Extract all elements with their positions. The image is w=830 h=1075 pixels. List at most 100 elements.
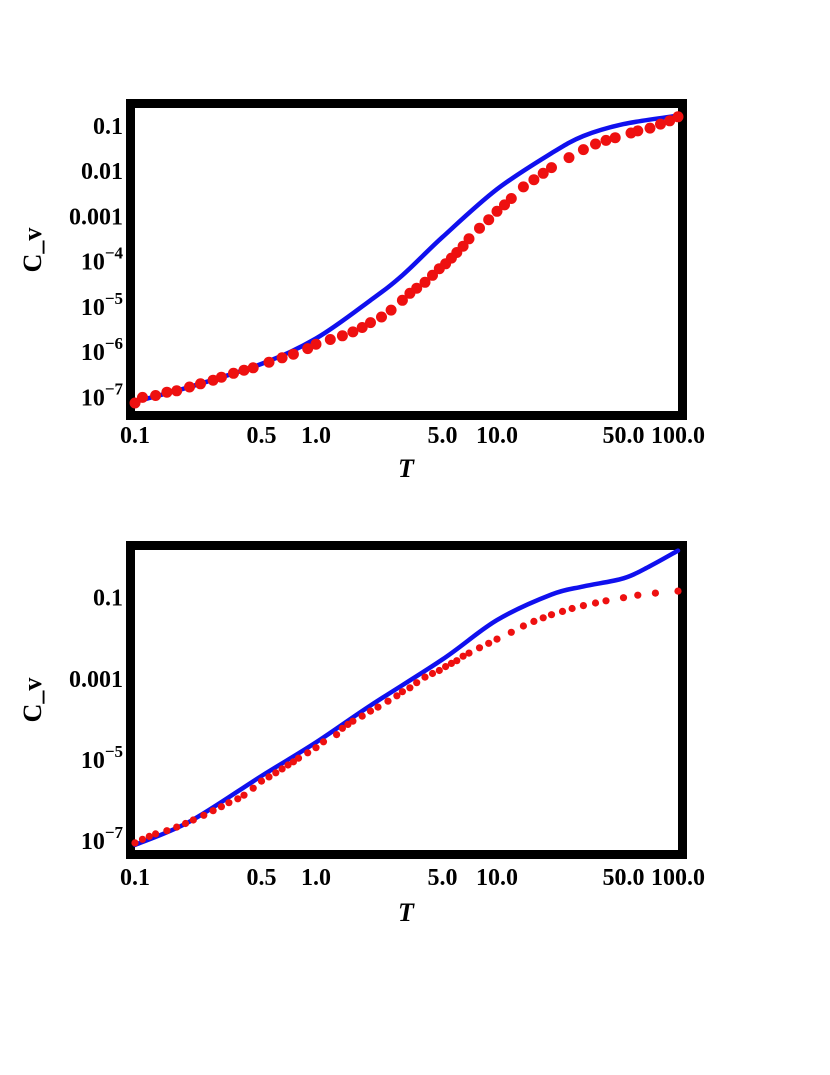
data-point	[393, 692, 401, 700]
data-point	[632, 125, 644, 137]
data-point	[539, 614, 547, 622]
y-tick-label: 10−7	[81, 379, 124, 411]
data-point	[609, 132, 621, 144]
data-point	[419, 276, 431, 288]
y-tick-label: 0.001	[69, 205, 123, 231]
data-point	[385, 304, 397, 316]
x-tick-labels: 0.1 0.5 1.0 5.0 10.0 50.0 100.0	[120, 865, 705, 891]
data-point	[600, 134, 612, 146]
x-tick-label: 1.0	[301, 423, 331, 449]
x-tick-label: 5.0	[428, 865, 458, 891]
data-point	[579, 602, 588, 610]
plot-area	[131, 548, 682, 848]
y-tick-label: 0.01	[81, 159, 123, 185]
data-point	[447, 659, 455, 668]
x-tick-labels: 0.1 0.5 1.0 5.0 10.0 50.0 100.0	[120, 423, 705, 449]
data-point	[234, 795, 242, 803]
x-axis-title: T	[398, 454, 415, 483]
x-tick-label: 10.0	[476, 865, 518, 891]
data-point	[602, 597, 610, 605]
y-axis-title: C_v	[18, 678, 47, 723]
x-tick-label: 100.0	[651, 865, 705, 891]
y-tick-label: 10−5	[81, 742, 123, 774]
data-point	[152, 830, 160, 838]
data-point	[278, 765, 286, 773]
data-point	[384, 697, 392, 705]
x-tick-label: 0.5	[247, 423, 277, 449]
data-point	[528, 174, 540, 186]
data-point	[442, 663, 450, 671]
data-point	[195, 378, 206, 390]
data-point	[347, 326, 359, 338]
data-point	[338, 724, 346, 732]
data-point	[406, 684, 414, 692]
x-axis-title: T	[398, 898, 415, 927]
data-point	[272, 769, 280, 777]
data-point	[294, 754, 303, 762]
y-tick-label: 0.1	[93, 586, 123, 612]
series-line	[132, 113, 681, 405]
data-point	[349, 717, 357, 725]
data-point	[590, 138, 601, 150]
data-point	[591, 599, 600, 607]
data-point	[145, 832, 153, 841]
plot-frame	[126, 541, 687, 859]
data-point	[228, 367, 239, 379]
x-tick-label: 5.0	[428, 423, 458, 449]
data-point	[457, 240, 469, 252]
data-point	[537, 167, 549, 179]
data-point	[459, 652, 467, 660]
data-point	[517, 181, 529, 193]
y-tick-label: 10−5	[81, 289, 123, 321]
data-point	[507, 628, 515, 636]
y-tick-labels: 10−7 10−5 0.001 0.1	[69, 586, 123, 855]
data-point	[173, 823, 181, 831]
data-point	[319, 738, 328, 746]
data-point	[312, 744, 320, 752]
data-point	[398, 688, 406, 696]
data-point	[519, 622, 528, 630]
data-point	[263, 356, 275, 368]
data-point	[249, 784, 257, 792]
data-point	[365, 317, 376, 329]
data-point	[276, 352, 288, 364]
data-point	[644, 122, 656, 134]
data-point	[356, 322, 368, 333]
data-point	[619, 594, 628, 602]
x-tick-label: 50.0	[603, 865, 645, 891]
data-point	[475, 644, 484, 652]
data-point	[304, 749, 312, 757]
data-point	[396, 294, 408, 306]
data-point	[215, 371, 227, 383]
plot-panel-top: 0.1 0.5 1.0 5.0 10.0 50.0 100.0 10−710−610−510…	[18, 99, 705, 483]
data-point	[336, 330, 348, 342]
data-point	[247, 362, 259, 374]
data-point	[310, 338, 322, 350]
data-point	[427, 269, 438, 281]
y-tick-label: 0.001	[69, 667, 123, 693]
data-point	[161, 386, 173, 398]
data-point	[634, 591, 642, 599]
data-point	[189, 816, 197, 824]
data-point	[131, 839, 139, 847]
data-point	[376, 311, 387, 323]
data-point	[558, 607, 567, 616]
data-point	[184, 381, 195, 393]
data-point	[289, 758, 297, 766]
data-point	[483, 214, 495, 226]
data-point	[491, 205, 503, 217]
data-point	[163, 827, 171, 835]
data-point	[505, 193, 517, 204]
y-axis-title: C_v	[18, 228, 47, 273]
data-point	[265, 773, 273, 781]
data-point	[333, 731, 341, 739]
data-point	[302, 343, 314, 355]
data-point	[530, 617, 538, 626]
x-tick-label: 0.1	[120, 865, 150, 891]
data-point	[428, 669, 437, 678]
data-point	[138, 835, 147, 843]
plot-panel-bottom: 0.1 0.5 1.0 5.0 10.0 50.0 100.0 10−7 10−5 0.001 0…	[18, 541, 705, 927]
x-tick-label: 10.0	[476, 423, 518, 449]
data-point	[366, 707, 375, 715]
